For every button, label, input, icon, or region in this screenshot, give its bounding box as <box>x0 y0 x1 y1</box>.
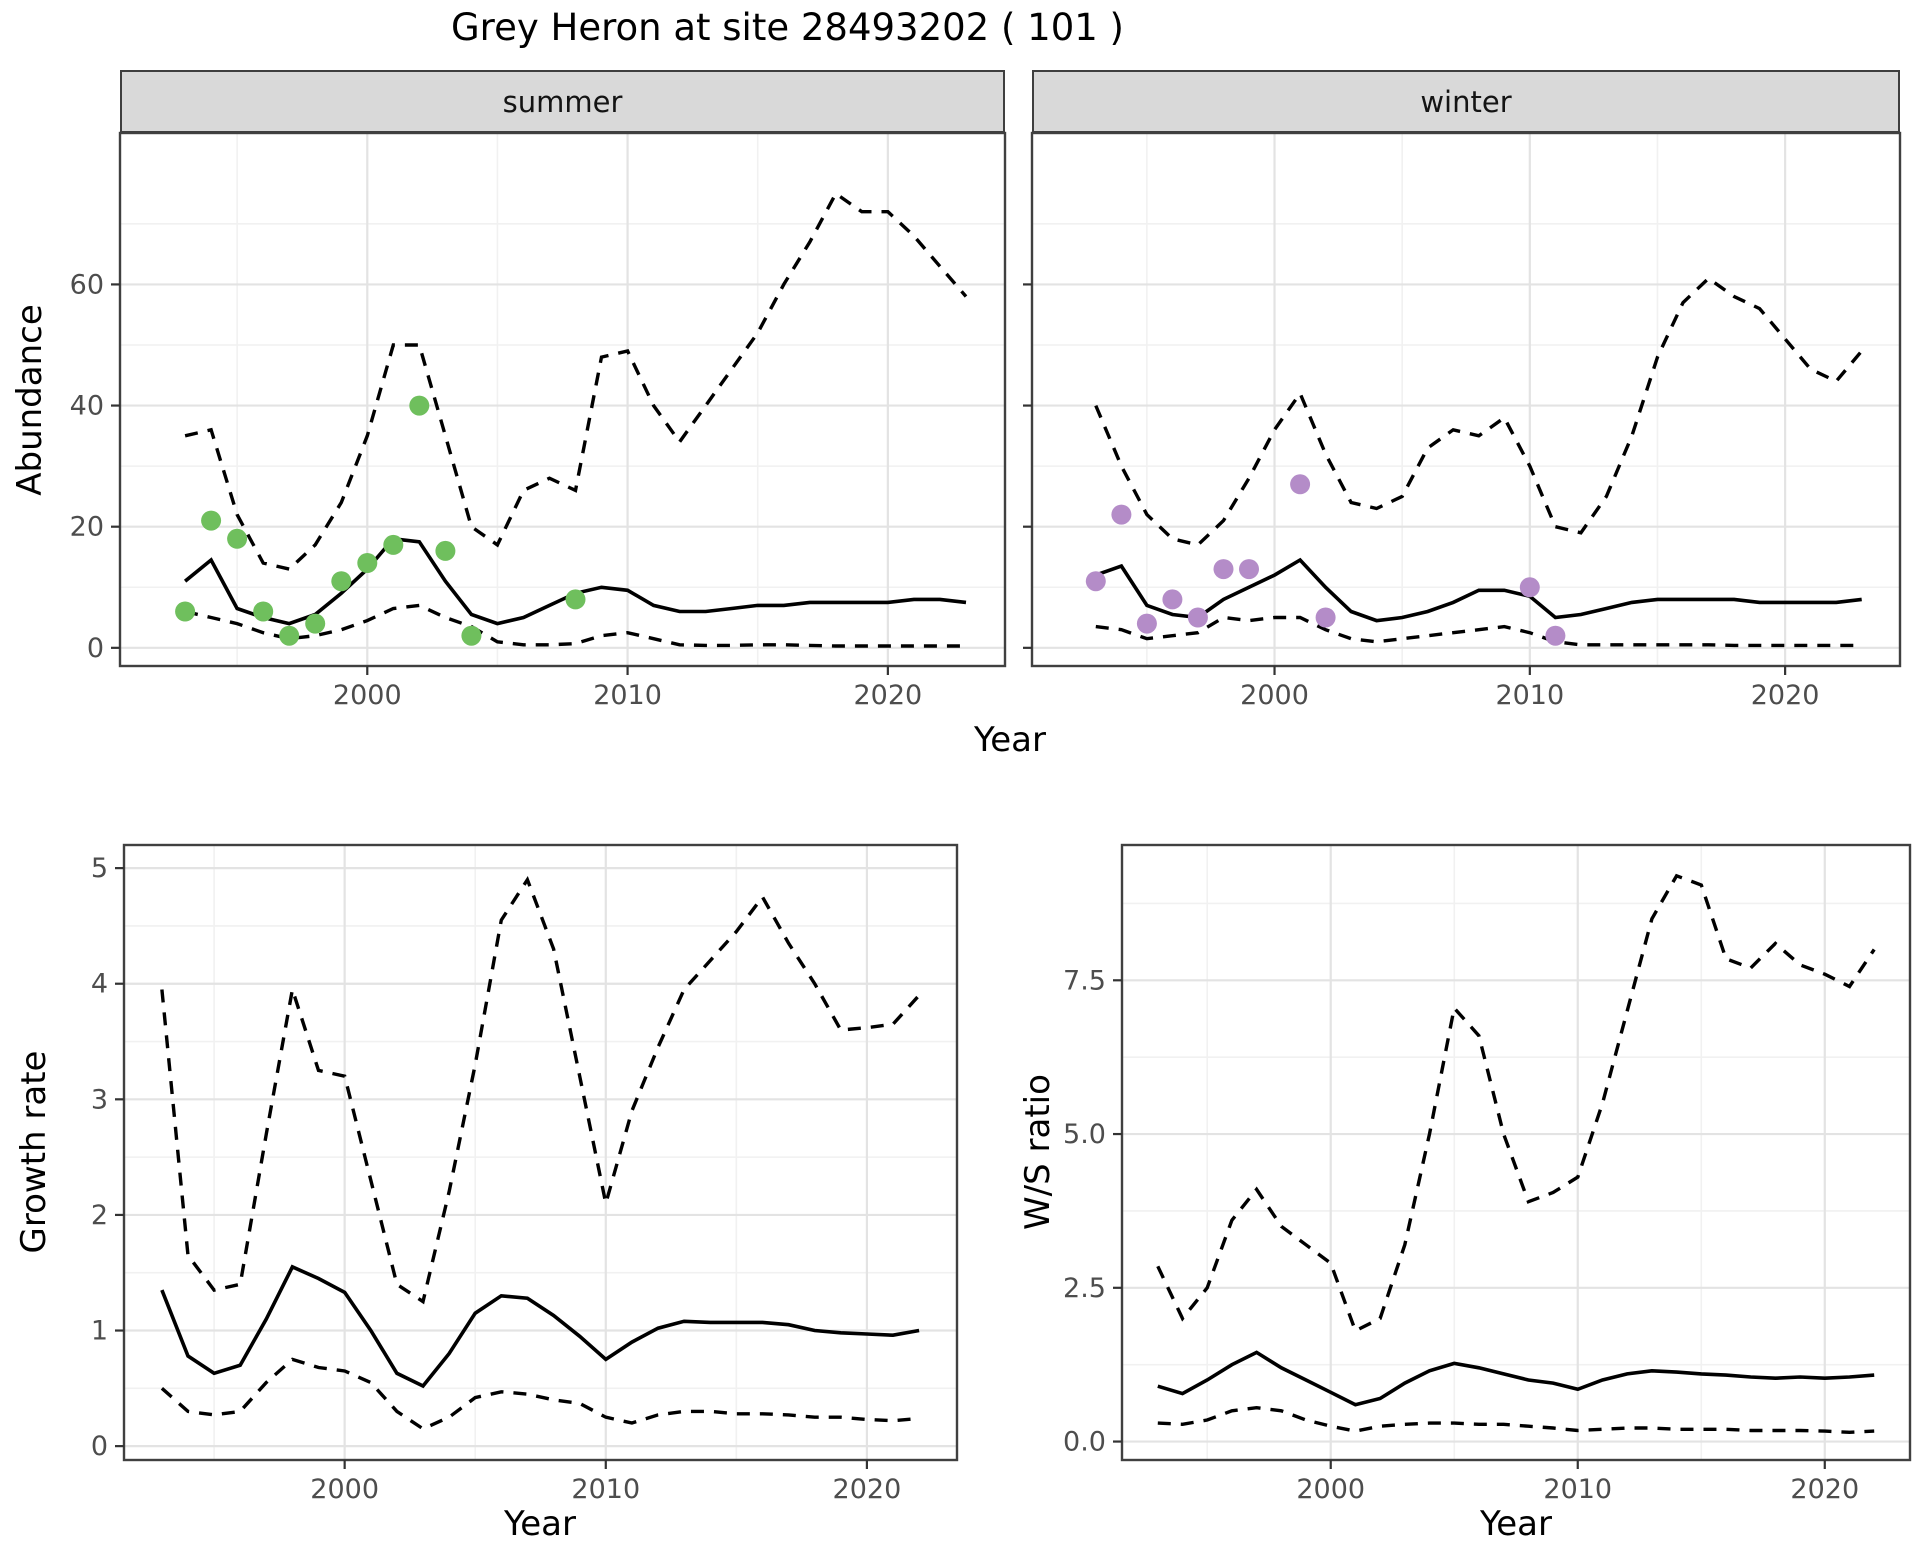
growth-rate-fit-line <box>160 1264 920 1389</box>
panel-border <box>1120 843 1912 1462</box>
growth-rate-lower_ci-line <box>160 1357 920 1431</box>
y-tick-label: 0 <box>87 633 104 664</box>
abundance-winter-lower_ci-line <box>1095 615 1862 648</box>
y-tick-label: 5 <box>91 853 108 884</box>
x-tick-label: 2000 <box>333 680 402 711</box>
facet-strip-winter: winter <box>1032 70 1900 133</box>
panel-abundance-summer: 2000 2010 2020 0 20 40 60 <box>70 131 1007 711</box>
x-tick-label: 2020 <box>833 1474 902 1505</box>
panel-border <box>118 131 1007 668</box>
y-tick-label: 0.0 <box>1063 1427 1106 1458</box>
y-axis-title-growth-rate: Growth rate <box>14 1050 54 1254</box>
observed-winter-point <box>1111 504 1132 525</box>
y-tick-label: 1 <box>91 1316 108 1347</box>
panel-border <box>122 843 959 1462</box>
abundance-winter-fit-line <box>1095 557 1862 623</box>
observed-winter-point <box>1136 613 1157 634</box>
observed-winter-point <box>1213 559 1234 580</box>
y-tick-label: 2 <box>91 1200 108 1231</box>
observed-winter-point <box>1290 474 1311 495</box>
abundance-summer-fit-line <box>183 536 967 626</box>
observed-summer-point <box>461 625 482 646</box>
x-tick-label: 2010 <box>593 680 662 711</box>
observed-summer-point <box>305 613 326 634</box>
observed-winter-point <box>1545 625 1566 646</box>
y-axis-title-abundance: Abundance <box>10 304 50 496</box>
x-tick-label: 2020 <box>1790 1474 1859 1505</box>
observed-summer-point <box>383 534 404 555</box>
observed-summer-point <box>435 540 456 561</box>
observed-summer-point <box>279 625 300 646</box>
series-abundance-winter <box>1085 276 1864 648</box>
x-tick-label: 2010 <box>571 1474 640 1505</box>
facet-strip-winter-label: winter <box>1420 84 1512 119</box>
facet-strip-summer: summer <box>120 70 1005 133</box>
x-tick-label: 2000 <box>1240 680 1309 711</box>
y-tick-label: 4 <box>91 969 108 1000</box>
y-tick-label: 60 <box>70 269 104 300</box>
observed-summer-point <box>253 601 274 622</box>
abundance-winter-upper_ci-line <box>1094 276 1864 547</box>
observed-winter-point <box>1315 607 1336 628</box>
panel-growth-rate: 2000 2010 2020 0 1 2 3 4 5 <box>91 843 959 1505</box>
observed-winter-point <box>1162 589 1183 610</box>
x-tick-label: 2010 <box>1543 1474 1612 1505</box>
observed-winter-point <box>1187 607 1208 628</box>
y-tick-label: 20 <box>70 512 104 543</box>
ws-ratio-lower_ci-line <box>1157 1405 1875 1435</box>
observed-winter-point <box>1085 571 1106 592</box>
abundance-summer-upper_ci-line <box>184 191 968 571</box>
series-growth-rate <box>160 875 921 1431</box>
panel-abundance-winter: 2000 2010 2020 <box>1023 131 1902 711</box>
ws-ratio-upper_ci-line <box>1156 873 1876 1334</box>
x-tick-label: 2000 <box>310 1474 379 1505</box>
series-abundance-summer <box>175 191 968 648</box>
x-tick-label: 2010 <box>1495 680 1564 711</box>
y-tick-label: 5.0 <box>1063 1119 1106 1150</box>
series-ws-ratio <box>1156 873 1876 1435</box>
facet-strip-summer-label: summer <box>502 84 623 119</box>
x-tick-label: 2020 <box>1751 680 1820 711</box>
observed-winter-point <box>1519 577 1540 598</box>
panel-ws-ratio: 2000 2010 2020 0.0 2.5 5.0 7.5 <box>1063 843 1912 1505</box>
y-tick-label: 2.5 <box>1063 1273 1106 1304</box>
x-axis-title-top-year: Year <box>974 720 1046 760</box>
observed-summer-point <box>201 510 222 531</box>
y-tick-label: 40 <box>70 391 104 422</box>
observed-summer-point <box>331 571 352 592</box>
y-tick-label: 0 <box>91 1431 108 1462</box>
abundance-summer-lower_ci-line <box>184 603 966 648</box>
observed-summer-point <box>409 395 430 416</box>
observed-summer-point <box>357 553 378 573</box>
panel-border <box>1030 131 1902 668</box>
x-axis-title-ws-year: Year <box>1480 1504 1552 1544</box>
y-tick-label: 3 <box>91 1084 108 1115</box>
observed-winter-point <box>1239 559 1259 580</box>
observed-summer-point <box>175 601 196 622</box>
plot-title: Grey Heron at site 28493202 ( 101 ) <box>451 6 1124 49</box>
growth-rate-upper_ci-line <box>160 875 921 1305</box>
x-axis-title-growth-year: Year <box>504 1504 576 1544</box>
observed-summer-point <box>565 589 586 610</box>
x-tick-label: 2020 <box>854 680 923 711</box>
x-tick-label: 2000 <box>1296 1474 1365 1505</box>
y-axis-title-ws-ratio: W/S ratio <box>1018 1074 1058 1230</box>
ws-ratio-fit-line <box>1157 1350 1875 1407</box>
y-tick-label: 7.5 <box>1063 965 1106 996</box>
observed-summer-point <box>227 528 248 549</box>
